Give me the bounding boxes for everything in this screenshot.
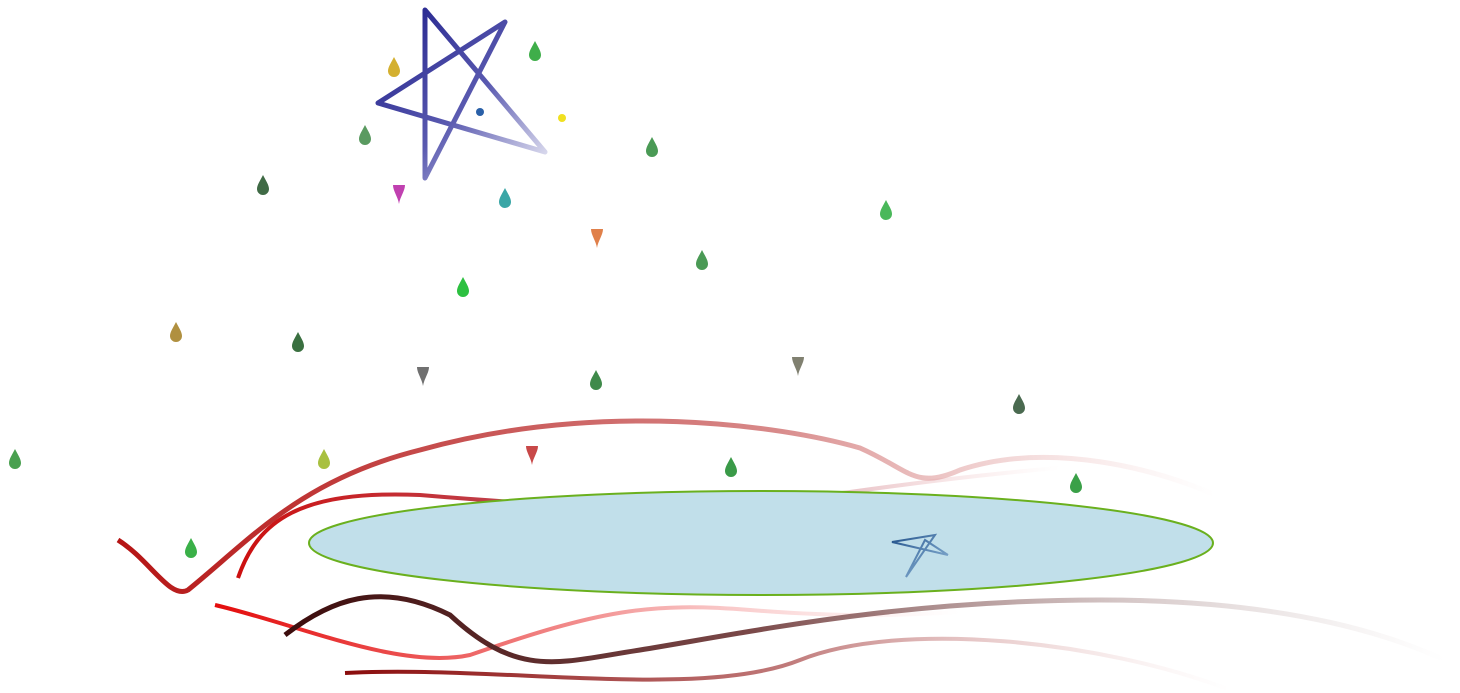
drop [499, 188, 511, 208]
ribbon [283, 594, 1447, 665]
drop [257, 175, 269, 195]
ribbon [214, 603, 961, 660]
drop [529, 41, 541, 61]
drop [318, 449, 330, 469]
drop [880, 200, 892, 220]
drop [359, 125, 371, 145]
drop [792, 357, 804, 376]
drop [696, 250, 708, 270]
dot [558, 114, 566, 122]
drop [393, 185, 405, 204]
drop [185, 538, 197, 558]
drop [292, 332, 304, 352]
pond [308, 490, 1214, 596]
small-star [891, 533, 949, 578]
drop [417, 367, 429, 386]
ribbon [344, 636, 1231, 692]
big-star [375, 7, 548, 181]
drop [1070, 473, 1082, 493]
drop [388, 57, 400, 77]
drops [9, 41, 1082, 558]
drop [725, 457, 737, 477]
drop [590, 370, 602, 390]
drop [9, 449, 21, 469]
dot [476, 108, 484, 116]
drop [1013, 394, 1025, 414]
ribbon [116, 418, 1217, 595]
drop [526, 446, 538, 465]
drop [170, 322, 182, 342]
drop [591, 229, 603, 248]
drop [457, 277, 469, 297]
drop [646, 137, 658, 157]
